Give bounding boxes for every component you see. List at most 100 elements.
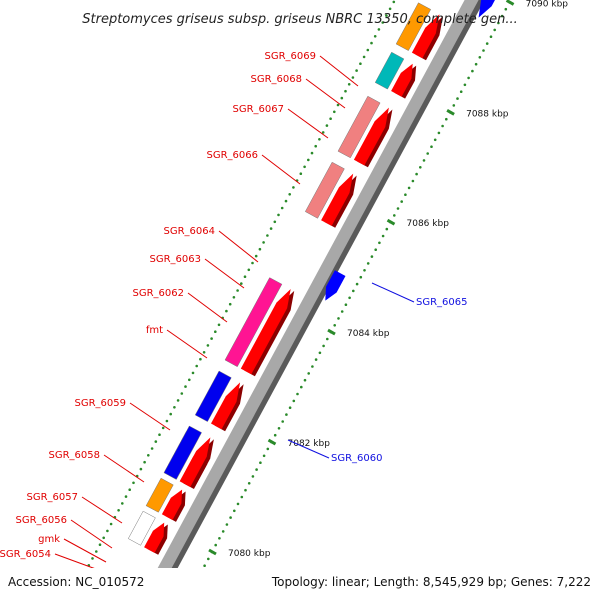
gene-leader-line bbox=[70, 519, 113, 549]
tick-dot bbox=[363, 269, 366, 272]
tick-dot bbox=[404, 193, 407, 196]
tick-dot bbox=[225, 309, 228, 313]
tick-dot bbox=[255, 468, 258, 471]
gene-label[interactable]: SGR_6069 bbox=[265, 51, 317, 62]
tick-dot bbox=[359, 62, 362, 65]
tick-dot bbox=[273, 433, 277, 437]
tick-dot bbox=[158, 433, 161, 437]
gene-label[interactable]: SGR_6062 bbox=[133, 288, 185, 299]
gene-leader-line bbox=[129, 402, 171, 431]
tick-dot bbox=[337, 317, 340, 320]
tick-dot bbox=[366, 48, 370, 52]
tick-dot bbox=[400, 200, 404, 203]
tick-dot bbox=[500, 14, 504, 18]
tick-dot bbox=[296, 392, 299, 396]
tick-dot bbox=[292, 186, 295, 189]
tick-dot bbox=[355, 69, 358, 72]
tick-dot bbox=[426, 152, 430, 155]
tick-dot bbox=[277, 213, 280, 217]
tick-dot bbox=[452, 104, 456, 107]
axis-tick-mark bbox=[386, 218, 396, 226]
tick-dot bbox=[377, 28, 381, 31]
tick-dot bbox=[370, 255, 374, 258]
gene-leader-line bbox=[319, 55, 359, 87]
tick-dot bbox=[161, 426, 165, 430]
tick-dot bbox=[347, 83, 351, 86]
axis-tick-label: 7086 kbp bbox=[407, 219, 450, 229]
tick-dot bbox=[233, 509, 236, 513]
tick-dot bbox=[378, 241, 381, 245]
gene-label[interactable]: SGR_6057 bbox=[27, 492, 79, 503]
tick-dot bbox=[303, 378, 307, 382]
gene-label[interactable]: SGR_6059 bbox=[75, 398, 127, 409]
gene-label[interactable]: SGR_6068 bbox=[251, 74, 303, 85]
gene-arrow-forward bbox=[353, 107, 389, 166]
tick-dot bbox=[225, 523, 229, 526]
tick-dot bbox=[348, 296, 351, 300]
gene-arrow-forward bbox=[211, 382, 241, 430]
tick-dot bbox=[240, 282, 243, 285]
gene-label[interactable]: SGR_6064 bbox=[164, 226, 216, 237]
gene-arrow-forward bbox=[240, 289, 291, 375]
tick-dot bbox=[388, 7, 392, 11]
gene-label[interactable]: SGR_6065 bbox=[416, 297, 468, 308]
tick-dot bbox=[195, 364, 198, 368]
gene-leader-line bbox=[218, 230, 259, 263]
tick-dot bbox=[150, 447, 154, 450]
tick-dot bbox=[396, 207, 400, 210]
axis-tick-label: 7082 kbp bbox=[288, 439, 331, 449]
gene-label[interactable]: SGR_6063 bbox=[150, 254, 202, 265]
gene-labels: SGR_6069 SGR_6068 SGR_6067 SGR_6066 SGR_6064… bbox=[0, 51, 468, 573]
gene-label[interactable]: SGR_6066 bbox=[207, 150, 259, 161]
tick-dot bbox=[307, 372, 311, 375]
footer-background bbox=[0, 568, 600, 600]
gene-arrow-forward bbox=[321, 173, 354, 226]
tick-dot bbox=[325, 124, 329, 127]
axis-ticks: 7080 kbp 7082 kbp 7084 kbp 7086 kbp 7088 kbp… bbox=[208, 0, 568, 559]
gene-arrow-reverse bbox=[478, 0, 495, 18]
gene-track bbox=[127, 0, 495, 555]
tick-dot bbox=[307, 158, 310, 162]
tick-dot bbox=[311, 365, 314, 368]
gene-label[interactable]: gmk bbox=[38, 534, 60, 545]
tick-dot bbox=[262, 454, 266, 458]
tick-dot bbox=[437, 131, 441, 135]
tick-dot bbox=[433, 138, 437, 142]
gene-label[interactable]: SGR_6054 bbox=[0, 549, 51, 560]
gene-label[interactable]: fmt bbox=[146, 325, 163, 336]
tick-dot bbox=[321, 131, 325, 134]
tick-dot bbox=[419, 166, 422, 169]
tick-dot bbox=[102, 536, 105, 540]
tick-dot bbox=[318, 351, 322, 355]
tick-dot bbox=[288, 193, 292, 196]
tick-dot bbox=[262, 241, 265, 244]
tick-dot bbox=[98, 543, 102, 546]
gene-leader-line bbox=[204, 258, 245, 289]
axis-tick-mark bbox=[267, 438, 277, 446]
tick-dot bbox=[254, 254, 258, 258]
tick-dot bbox=[456, 97, 459, 100]
tick-dot bbox=[381, 234, 385, 238]
tick-dot bbox=[285, 413, 288, 416]
tick-dot bbox=[373, 35, 377, 38]
tick-dot bbox=[169, 412, 172, 416]
tick-dot bbox=[132, 481, 135, 485]
tick-dot bbox=[280, 206, 284, 210]
tick-dot bbox=[493, 28, 497, 32]
gene-category-box bbox=[145, 477, 174, 513]
tick-dot bbox=[411, 179, 415, 183]
tick-dot bbox=[176, 399, 180, 402]
gene-label[interactable]: SGR_6067 bbox=[233, 104, 285, 115]
tick-dot bbox=[303, 165, 306, 169]
gene-label[interactable]: SGR_6056 bbox=[16, 515, 68, 526]
tick-dot bbox=[385, 14, 388, 17]
gene-label[interactable]: SGR_6060 bbox=[331, 453, 383, 464]
tick-dot bbox=[147, 454, 150, 457]
tick-dot bbox=[188, 378, 191, 382]
tick-dot bbox=[277, 427, 281, 430]
tick-dot bbox=[91, 557, 94, 560]
tick-dot bbox=[329, 117, 332, 120]
tick-dot bbox=[236, 502, 240, 506]
gene-label[interactable]: SGR_6058 bbox=[49, 450, 101, 461]
gene-leader-line bbox=[287, 439, 330, 459]
